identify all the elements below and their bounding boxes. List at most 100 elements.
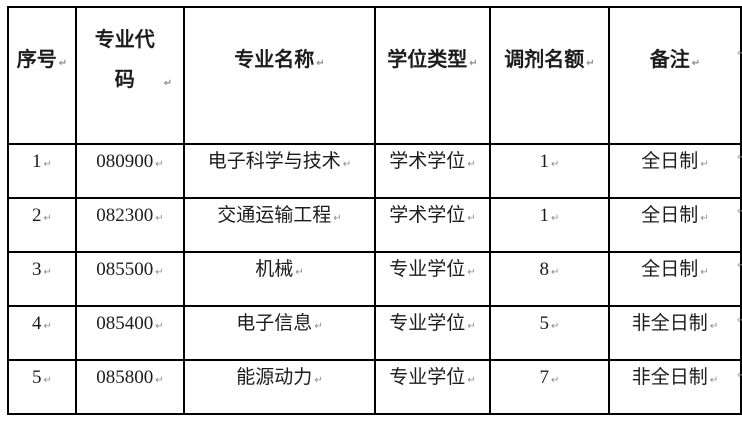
paragraph-mark-icon: ↵ [155, 267, 164, 278]
paragraph-mark-icon: ↵ [467, 321, 476, 332]
cell-value: 085800 [96, 367, 154, 388]
cell-degree-type: 学术学位 ↵ [374, 197, 491, 253]
paragraph-mark-icon: ↵ [295, 267, 304, 278]
paragraph-mark-icon: ↵ [43, 321, 52, 332]
paragraph-mark-icon: ↵ [551, 159, 560, 170]
cell-value: 学术学位 [389, 205, 466, 226]
cell-value: 2 [32, 205, 42, 226]
paragraph-mark-icon: ↵ [155, 213, 164, 224]
paragraph-mark-icon: ↵ [163, 77, 173, 89]
cell-degree-type: 专业学位 ↵ [374, 251, 491, 307]
row-end-mark-icon: ↵ [737, 206, 742, 217]
cell-value: 非全日制 [631, 313, 708, 334]
cell-major-name: 交通运输工程 ↵ [183, 197, 376, 253]
header-label: 调剂名额 [504, 48, 585, 71]
cell-value: 电子科学与技术 [207, 151, 341, 172]
cell-value: 5 [539, 313, 550, 334]
paragraph-mark-icon: ↵ [43, 267, 52, 278]
paragraph-mark-icon: ↵ [43, 213, 52, 224]
paragraph-mark-icon: ↵ [342, 159, 352, 170]
paragraph-mark-icon: ↵ [155, 321, 164, 332]
table-row: 2 ↵ 082300 ↵ 交通运输工程 ↵ 学术学位 ↵ 1 ↵ 全日制 ↵ [7, 197, 742, 253]
row-end-mark-icon: ↵ [737, 260, 742, 271]
cell-major-name: 电子科学与技术 ↵ [183, 143, 376, 199]
cell-major-code: 085500 ↵ [75, 251, 185, 307]
cell-major-name: 能源动力 ↵ [183, 359, 376, 415]
header-cell-remarks: 备注 ↵ [608, 6, 742, 145]
cell-value: 专业学位 [389, 313, 466, 334]
table-body: 1 ↵ 080900 ↵ 电子科学与技术 ↵ 学术学位 ↵ 1 ↵ 全日制 ↵ 2 ↵ 082… [7, 143, 742, 415]
header-cell-major-name: 专业名称 ↵ [183, 6, 376, 145]
cell-transfer-quota: 8 ↵ [489, 251, 610, 307]
paragraph-mark-icon: ↵ [691, 57, 701, 69]
header-label: 学位类型 [387, 48, 468, 71]
cell-index: 5 ↵ [7, 359, 77, 415]
cell-index: 2 ↵ [7, 197, 77, 253]
cell-value: 专业学位 [389, 259, 466, 280]
paragraph-mark-icon: ↵ [467, 213, 476, 224]
cell-value: 3 [32, 259, 42, 280]
cell-value: 能源动力 [236, 367, 313, 388]
paragraph-mark-icon: ↵ [314, 321, 323, 332]
paragraph-mark-icon: ↵ [700, 159, 709, 170]
paragraph-mark-icon: ↵ [586, 57, 595, 69]
cell-index: 1 ↵ [7, 143, 77, 199]
paragraph-mark-icon: ↵ [709, 375, 719, 386]
paragraph-mark-icon: ↵ [551, 267, 560, 278]
cell-index: 3 ↵ [7, 251, 77, 307]
header-label: 专业代码 [94, 28, 155, 91]
paragraph-mark-icon: ↵ [467, 375, 476, 386]
header-cell-index: 序号 ↵ [7, 6, 77, 145]
header-cell-degree-type: 学位类型 ↵ [374, 6, 491, 145]
cell-value: 1 [539, 151, 550, 172]
cell-value: 全日制 [641, 259, 699, 280]
paragraph-mark-icon: ↵ [155, 375, 164, 386]
table-header-row: 序号 ↵ 专业代码 ↵ 专业名称 ↵ 学位类型 ↵ 调剂名额 ↵ 备注 ↵ [7, 6, 742, 145]
paragraph-mark-icon: ↵ [333, 213, 342, 224]
cell-value: 5 [32, 367, 42, 388]
row-end-mark-icon: ↵ [737, 315, 742, 326]
paragraph-mark-icon: ↵ [469, 57, 478, 69]
transfer-quota-table: 序号 ↵ 专业代码 ↵ 专业名称 ↵ 学位类型 ↵ 调剂名额 ↵ 备注 ↵ [7, 6, 742, 415]
cell-remarks: 非全日制 ↵ [608, 359, 742, 415]
table-row: 3 ↵ 085500 ↵ 机械 ↵ 专业学位 ↵ 8 ↵ 全日制 ↵ [7, 251, 742, 307]
cell-transfer-quota: 7 ↵ [489, 359, 610, 415]
cell-value: 1 [32, 151, 42, 172]
table-row: 5 ↵ 085800 ↵ 能源动力 ↵ 专业学位 ↵ 7 ↵ 非全日制 ↵ [7, 359, 742, 415]
header-label: 序号 [16, 48, 57, 71]
paragraph-mark-icon: ↵ [58, 57, 68, 69]
table-row: 4 ↵ 085400 ↵ 电子信息 ↵ 专业学位 ↵ 5 ↵ 非全日制 ↵ [7, 305, 742, 361]
cell-major-name: 电子信息 ↵ [183, 305, 376, 361]
cell-transfer-quota: 1 ↵ [489, 143, 610, 199]
paragraph-mark-icon: ↵ [709, 321, 719, 332]
cell-major-code: 085400 ↵ [75, 305, 185, 361]
cell-major-code: 085800 ↵ [75, 359, 185, 415]
paragraph-mark-icon: ↵ [467, 159, 476, 170]
cell-transfer-quota: 5 ↵ [489, 305, 610, 361]
cell-major-code: 080900 ↵ [75, 143, 185, 199]
cell-value: 交通运输工程 [217, 205, 332, 226]
cell-remarks: 全日制 ↵ [608, 197, 742, 253]
cell-value: 4 [32, 313, 42, 334]
cell-value: 机械 [255, 259, 294, 280]
paragraph-mark-icon: ↵ [551, 375, 560, 386]
cell-value: 非全日制 [631, 367, 708, 388]
paragraph-mark-icon: ↵ [314, 375, 323, 386]
cell-value: 学术学位 [389, 151, 466, 172]
cell-value: 全日制 [641, 151, 699, 172]
cell-value: 专业学位 [389, 367, 466, 388]
cell-value: 080900 [96, 151, 154, 172]
paragraph-mark-icon: ↵ [700, 213, 709, 224]
paragraph-mark-icon: ↵ [316, 57, 325, 69]
header-label: 备注 [649, 48, 690, 71]
header-cell-major-code: 专业代码 ↵ [75, 6, 185, 145]
paragraph-mark-icon: ↵ [700, 267, 709, 278]
paragraph-mark-icon: ↵ [467, 267, 476, 278]
cell-degree-type: 专业学位 ↵ [374, 359, 491, 415]
cell-value: 085500 [96, 259, 154, 280]
cell-transfer-quota: 1 ↵ [489, 197, 610, 253]
cell-value: 全日制 [641, 205, 699, 226]
header-cell-transfer-quota: 调剂名额 ↵ [489, 6, 610, 145]
cell-value: 1 [539, 205, 550, 226]
